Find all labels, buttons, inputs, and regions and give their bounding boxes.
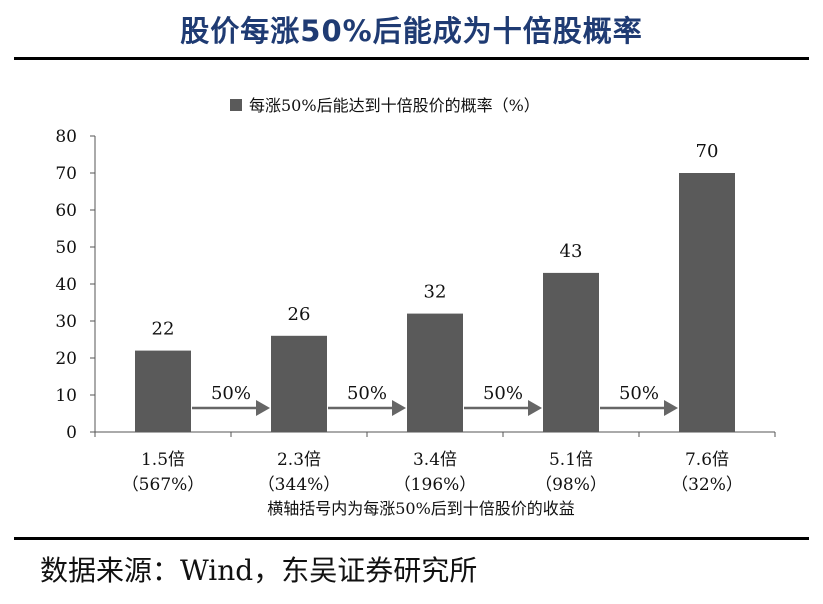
y-tick-label: 20 — [55, 349, 77, 369]
y-tick-label: 50 — [55, 238, 77, 258]
y-tick-label: 40 — [55, 275, 77, 295]
growth-arrow-head — [528, 400, 542, 416]
x-tick-sublabel: （567%） — [122, 475, 205, 495]
bar-value-label: 70 — [696, 141, 719, 162]
title-divider — [14, 57, 809, 60]
bars: 22 1.5倍 （567%） 26 2.3倍 （344%） 32 3.4倍 （196%） 43 5.… — [122, 141, 743, 495]
x-axis-note: 横轴括号内为每涨50%后到十倍股价的收益 — [267, 499, 575, 518]
bar-value-label: 26 — [288, 304, 311, 325]
legend-label: 每涨50%后能达到十倍股价的概率（%） — [249, 96, 540, 115]
x-tick-sublabel: （98%） — [535, 475, 607, 495]
growth-arrow-label: 50% — [211, 383, 251, 404]
growth-arrow-label: 50% — [483, 383, 523, 404]
bar — [679, 173, 735, 432]
y-tick-label: 0 — [66, 423, 77, 443]
bar — [135, 350, 191, 432]
chart-title: 股价每涨50%后能成为十倍股概率 — [180, 14, 643, 48]
legend: 每涨50%后能达到十倍股价的概率（%） — [230, 96, 540, 115]
y-tick-label: 80 — [55, 127, 77, 147]
bar-chart: 每涨50%后能达到十倍股价的概率（%） 0 10 20 30 40 50 60 70 80 22… — [55, 96, 776, 518]
growth-arrow-head — [256, 400, 270, 416]
bar-value-label: 43 — [560, 241, 583, 262]
y-tick-label: 10 — [55, 386, 77, 406]
source-note: 数据来源：Wind，东吴证券研究所 — [40, 554, 478, 587]
bar — [271, 335, 327, 432]
x-tick-label: 7.6倍 — [685, 450, 729, 470]
growth-arrow-label: 50% — [619, 383, 659, 404]
source-divider — [14, 537, 809, 540]
bar-value-label: 32 — [424, 282, 447, 303]
bar — [407, 313, 463, 432]
bar — [543, 272, 599, 432]
x-tick-sublabel: （344%） — [258, 475, 341, 495]
axes: 0 10 20 30 40 50 60 70 80 — [55, 127, 776, 443]
x-tick-label: 5.1倍 — [549, 450, 593, 470]
x-tick-label: 3.4倍 — [413, 450, 457, 470]
y-tick-label: 60 — [55, 201, 77, 221]
legend-swatch — [230, 99, 242, 111]
growth-arrow-head — [664, 400, 678, 416]
x-tick-label: 1.5倍 — [141, 450, 185, 470]
growth-arrows: 50% 50% 50% 50% — [192, 383, 678, 416]
growth-arrow-label: 50% — [347, 383, 387, 404]
x-tick-sublabel: （32%） — [671, 475, 743, 495]
x-tick-label: 2.3倍 — [277, 450, 321, 470]
x-tick-sublabel: （196%） — [394, 475, 477, 495]
y-tick-label: 70 — [55, 164, 77, 184]
bar-value-label: 22 — [152, 319, 175, 340]
growth-arrow-head — [392, 400, 406, 416]
y-tick-label: 30 — [55, 312, 77, 332]
